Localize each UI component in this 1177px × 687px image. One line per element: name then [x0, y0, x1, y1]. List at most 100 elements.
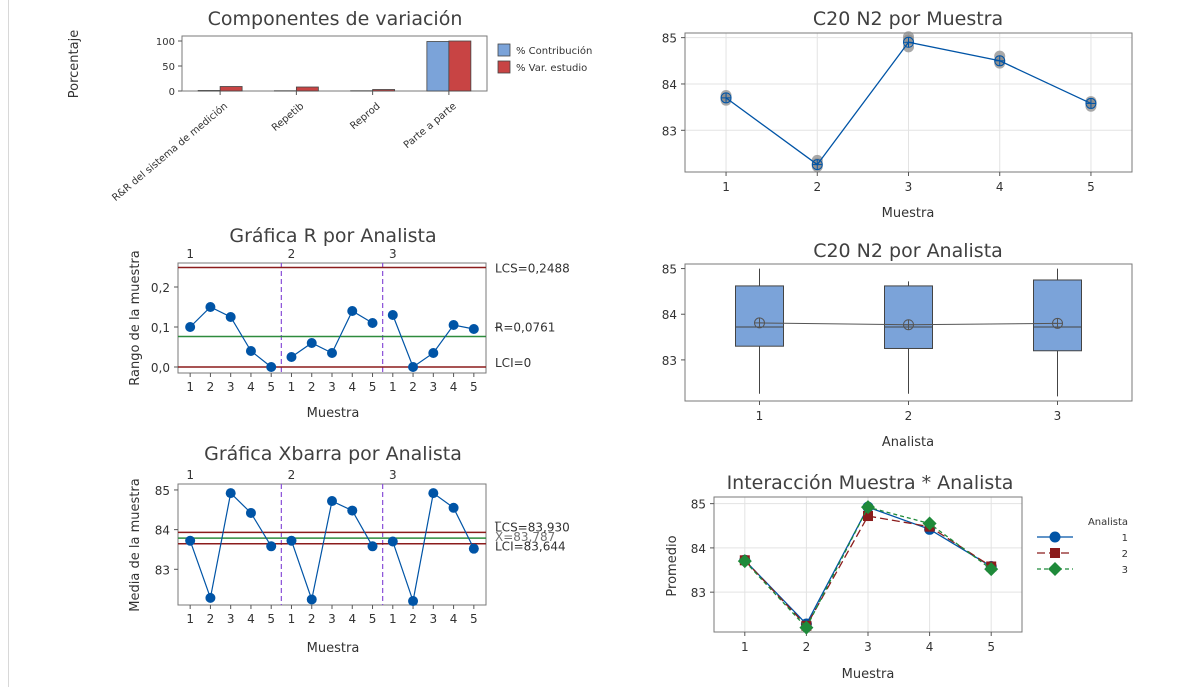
x-tick-label-xbar-chart: 5	[470, 612, 478, 626]
center-bar-r-chart: _	[494, 314, 502, 328]
bar-study-var	[448, 40, 472, 92]
y-tick-label-r-chart: 0,0	[151, 361, 170, 375]
x-tick-label-r-chart: 3	[429, 380, 437, 394]
x-tick-label-r-chart: 5	[470, 380, 478, 394]
y-tick-label-r-chart: 0,2	[151, 281, 170, 295]
x-tick-label-xbar-chart: 4	[247, 612, 255, 626]
x-tick-label-interaction: 4	[926, 640, 934, 654]
x-tick-label-r-chart: 5	[369, 380, 377, 394]
chart-title-components: Componentes de variación	[208, 8, 463, 30]
legend-marker-interaction	[1048, 562, 1062, 576]
x-tick-label-r-chart: 1	[186, 380, 194, 394]
group-label-r-chart: 1	[186, 247, 194, 261]
x-tick-label-xbar-chart: 1	[389, 612, 397, 626]
data-point-interaction-3	[922, 516, 937, 531]
x-tick-label-r-chart: 4	[450, 380, 458, 394]
x-tick-label-components: Repetib	[270, 101, 306, 134]
x-tick-label-interaction: 1	[741, 640, 749, 654]
chart-title-interaction: Interacción Muestra * Analista	[727, 472, 1014, 494]
x-tick-label-r-chart: 3	[328, 380, 336, 394]
y-tick-label-xbar-chart: 84	[155, 524, 170, 538]
chart-title-xbar-chart: Gráfica Xbarra por Analista	[204, 443, 462, 465]
x-tick-label-r-chart: 4	[348, 380, 356, 394]
x-tick-label-r-chart: 3	[227, 380, 235, 394]
data-point-xbar-chart	[468, 543, 479, 554]
x-tick-label-by-part: 5	[1087, 180, 1095, 194]
y-tick-label-by-part: 85	[662, 32, 677, 46]
y-axis-label-interaction: Promedio	[665, 535, 680, 596]
data-point-r-chart	[347, 306, 358, 316]
ucl-label-xbar-chart: LCS=83,930	[495, 520, 570, 534]
series-line-r-chart	[392, 314, 474, 368]
data-point-r-chart	[245, 346, 256, 356]
y-tick-label-xbar-chart: 85	[155, 484, 170, 498]
data-point-xbar-chart	[286, 535, 297, 546]
x-tick-label-by-part: 1	[722, 180, 730, 194]
x-tick-label-r-chart: 5	[267, 380, 275, 394]
x-axis-label-by-operator: Analista	[882, 435, 934, 450]
x-tick-label-r-chart: 2	[409, 380, 417, 394]
y-tick-label-interaction: 83	[691, 586, 706, 600]
left-border	[8, 0, 9, 687]
data-point-interaction-3	[861, 500, 875, 515]
data-point-r-chart	[367, 318, 378, 328]
group-label-r-chart: 3	[389, 247, 397, 261]
x-axis-label-by-part: Muestra	[882, 206, 935, 221]
center-label-xbar-chart: X=83,787	[495, 530, 555, 544]
x-axis-label-interaction: Muestra	[842, 667, 895, 682]
data-point-xbar-chart	[327, 496, 337, 507]
x-tick-label-by-operator: 3	[1054, 409, 1062, 423]
group-label-r-chart: 2	[288, 247, 296, 261]
x-tick-label-xbar-chart: 5	[267, 612, 275, 626]
series-line-xbar-chart	[290, 500, 374, 602]
x-tick-label-interaction: 3	[864, 640, 872, 654]
bar-contribution	[426, 41, 450, 92]
x-axis-label-xbar-chart: Muestra	[307, 641, 360, 656]
center-label-r-chart: R=0,0761	[495, 321, 555, 335]
legend-marker-interaction	[1049, 531, 1061, 543]
data-point-interaction-3	[799, 620, 814, 635]
data-point-interaction-3	[737, 554, 752, 569]
series-line-interaction-2	[744, 515, 992, 627]
box-iqr	[735, 285, 784, 347]
data-point-r-chart	[387, 310, 398, 320]
data-point-xbar-chart	[347, 505, 358, 516]
y-tick-label-by-operator: 84	[662, 308, 677, 322]
data-point-xbar-chart	[266, 541, 277, 552]
y-axis-label-r-chart: Rango de la muestra	[128, 250, 143, 385]
y-axis-label-components: Porcentaje	[67, 30, 82, 98]
x-tick-label-r-chart: 1	[288, 380, 296, 394]
lcl-label-r-chart: LCI=0	[495, 356, 531, 370]
data-point-r-chart	[225, 312, 236, 322]
legend-label-components: % Contribución	[516, 45, 592, 57]
x-tick-label-by-part: 3	[905, 180, 913, 194]
data-point-xbar-chart	[225, 488, 236, 499]
y-tick-label-by-operator: 85	[662, 263, 677, 277]
y-tick-label-by-part: 84	[662, 78, 677, 92]
x-tick-label-r-chart: 1	[389, 380, 397, 394]
x-tick-label-xbar-chart: 4	[348, 612, 356, 626]
data-point-r-chart	[286, 352, 297, 362]
legend-swatch-components	[497, 60, 511, 74]
x-axis-label-r-chart: Muestra	[307, 406, 360, 421]
data-point-interaction-3	[984, 562, 999, 577]
center-bar-xbar-chart: _	[494, 508, 502, 522]
x-tick-label-components: R&R del sistema de medición	[110, 100, 230, 204]
legend-label-interaction: 3	[1122, 565, 1128, 576]
x-tick-label-by-operator: 1	[756, 409, 764, 423]
legend-label-components: % Var. estudio	[516, 63, 587, 74]
data-point-interaction-2	[863, 511, 873, 522]
data-point-xbar-chart	[387, 536, 398, 547]
x-tick-label-xbar-chart: 3	[227, 612, 235, 626]
chart-title-r-chart: Gráfica R por Analista	[229, 225, 436, 247]
box-iqr	[884, 285, 933, 349]
data-point-xbar-chart	[408, 596, 419, 607]
data-point-r-chart	[185, 322, 196, 332]
group-label-xbar-chart: 2	[288, 468, 296, 482]
data-point-xbar-chart	[367, 541, 378, 552]
series-line-xbar-chart	[392, 492, 475, 604]
data-point-xbar-chart	[245, 507, 256, 518]
data-point-r-chart	[468, 324, 479, 334]
x-tick-label-r-chart: 2	[207, 380, 215, 394]
